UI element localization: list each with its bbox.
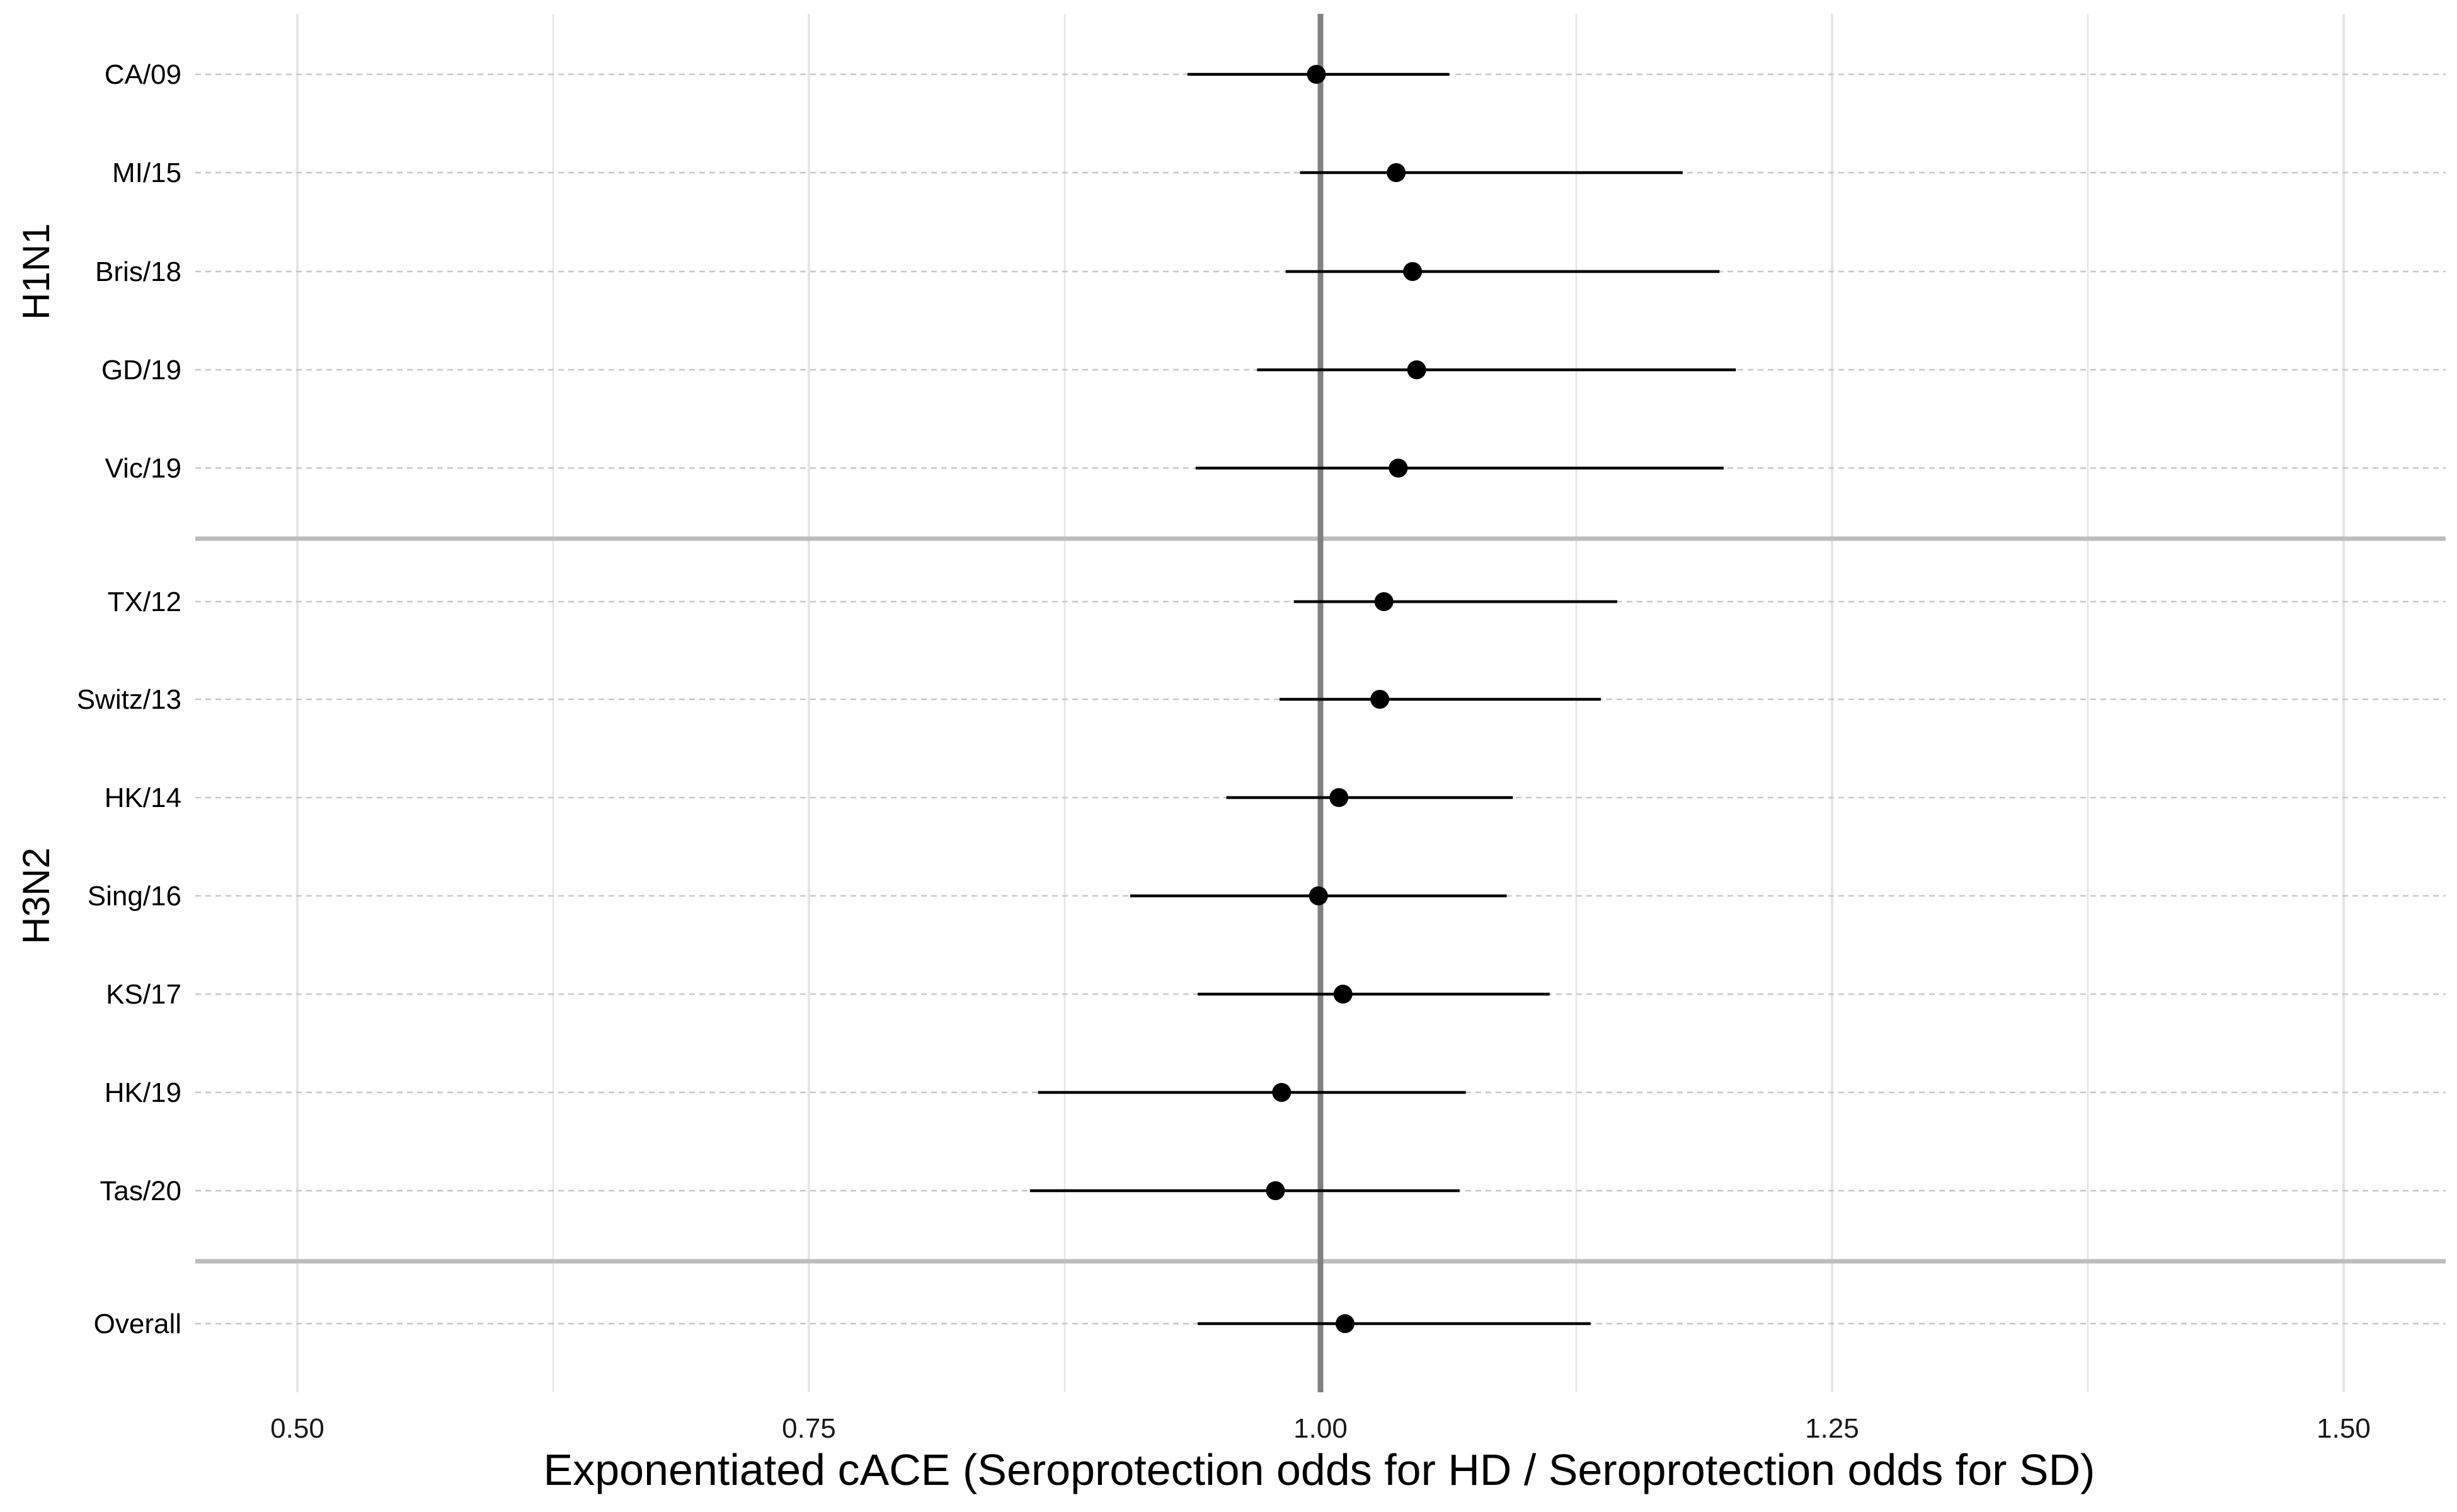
- group-label: H1N1: [15, 223, 57, 319]
- point-estimate: [1389, 459, 1408, 478]
- point-estimates: [1266, 65, 1426, 1333]
- row-labels: CA/09 MI/15 Bris/18 GD/19 Vic/19 TX/12 Switz/1…: [77, 59, 181, 1339]
- row-label: CA/09: [105, 59, 181, 90]
- point-estimate: [1266, 1181, 1285, 1200]
- point-estimate: [1329, 788, 1349, 807]
- confidence-intervals: [1029, 72, 1736, 1326]
- row-label: Tas/20: [100, 1176, 181, 1206]
- row-guides: [195, 73, 2446, 1325]
- point-estimate: [1307, 65, 1326, 84]
- point-estimate: [1335, 1314, 1354, 1333]
- x-tick-label: 1.00: [1293, 1413, 1348, 1444]
- row-label: Sing/16: [88, 881, 181, 912]
- row-label: Vic/19: [105, 453, 182, 484]
- row-label: GD/19: [101, 355, 181, 386]
- point-estimate: [1374, 592, 1394, 611]
- group-label: H3N2: [15, 847, 57, 944]
- point-estimate: [1272, 1083, 1292, 1102]
- point-estimate: [1407, 360, 1426, 379]
- row-label: HK/19: [105, 1077, 181, 1108]
- x-tick-label: 0.75: [782, 1413, 836, 1444]
- row-label: MI/15: [112, 158, 181, 188]
- row-label: HK/14: [105, 782, 181, 813]
- point-estimate: [1370, 690, 1390, 709]
- x-tick-label: 1.50: [2317, 1413, 2371, 1444]
- x-tick-label: 0.50: [270, 1413, 324, 1444]
- row-label: KS/17: [106, 979, 181, 1010]
- row-label: Switz/13: [77, 684, 181, 715]
- row-label: TX/12: [108, 587, 181, 617]
- point-estimate: [1309, 886, 1328, 905]
- point-estimate: [1403, 262, 1423, 281]
- point-estimate: [1387, 163, 1406, 182]
- x-tick-label: 1.25: [1805, 1413, 1859, 1444]
- row-label: Bris/18: [95, 256, 181, 287]
- point-estimate: [1333, 985, 1353, 1004]
- x-axis-title: Exponentiated cACE (Seroprotection odds …: [544, 1445, 2095, 1494]
- x-axis-tick-labels: 0.50 0.75 1.00 1.25 1.50: [270, 1413, 2371, 1444]
- row-label: Overall: [94, 1309, 181, 1339]
- group-labels: H1N1 H3N2: [15, 223, 57, 944]
